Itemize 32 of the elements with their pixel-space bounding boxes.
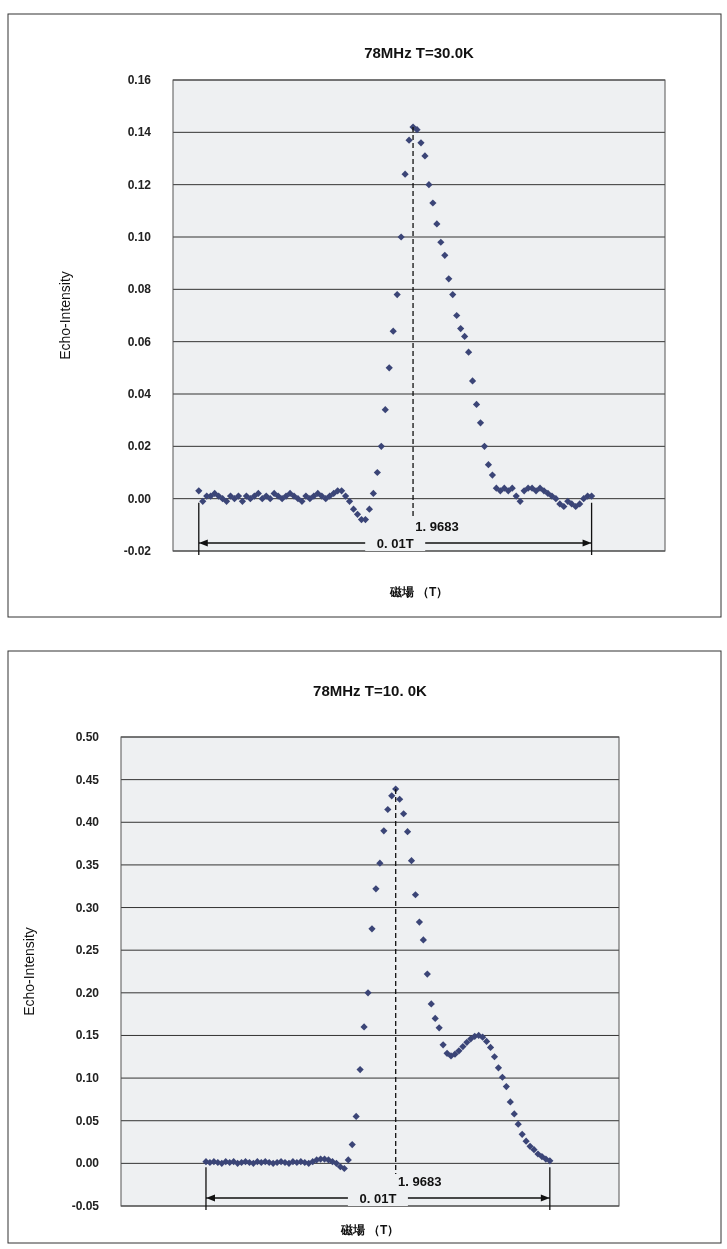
y-tick-label: 0.35 bbox=[75, 857, 100, 872]
y-tick-label: 0.05 bbox=[75, 1113, 100, 1128]
y-tick-label: 0.00 bbox=[75, 1156, 100, 1171]
y-axis-title: Echo-Intensity bbox=[57, 271, 73, 360]
y-tick-label: 0.16 bbox=[127, 73, 152, 87]
y-tick-label: 0.30 bbox=[75, 900, 100, 915]
y-tick-label: 0.00 bbox=[127, 491, 152, 506]
y-tick-label: 0.02 bbox=[127, 439, 152, 454]
annotation: 1. 9683 bbox=[398, 1174, 442, 1189]
y-axis-title: Echo-Intensity bbox=[21, 927, 37, 1016]
y-tick-label: 0.15 bbox=[75, 1028, 100, 1043]
y-tick-label: 0.10 bbox=[127, 230, 152, 244]
y-tick-label: 0.50 bbox=[75, 730, 100, 744]
y-tick-label: 0.12 bbox=[127, 177, 152, 192]
y-tick-label: 0.08 bbox=[127, 282, 152, 297]
annotation: 0. 01T bbox=[376, 536, 414, 551]
y-tick-label: 0.45 bbox=[75, 772, 100, 787]
y-tick-label: 0.20 bbox=[75, 985, 100, 1000]
y-tick-label: 0.06 bbox=[127, 334, 152, 349]
chart-title: 78MHz T=30.0K bbox=[364, 44, 474, 61]
annotation: 1. 9683 bbox=[415, 519, 459, 534]
x-axis-title: 磁場 （T） bbox=[388, 585, 449, 599]
y-tick-label: 0.40 bbox=[75, 815, 100, 830]
y-tick-label: 0.14 bbox=[127, 125, 152, 140]
annotation: 0. 01T bbox=[359, 1191, 397, 1206]
y-tick-label: 0.04 bbox=[127, 387, 152, 401]
x-axis-title: 磁場 （T） bbox=[339, 1223, 400, 1237]
chart-title: 78MHz T=10. 0K bbox=[313, 682, 428, 699]
y-tick-label: 0.25 bbox=[75, 943, 100, 958]
y-tick-label: 0.10 bbox=[75, 1071, 100, 1086]
y-tick-label: -0.02 bbox=[123, 544, 152, 558]
y-tick-label: -0.05 bbox=[71, 1199, 100, 1213]
